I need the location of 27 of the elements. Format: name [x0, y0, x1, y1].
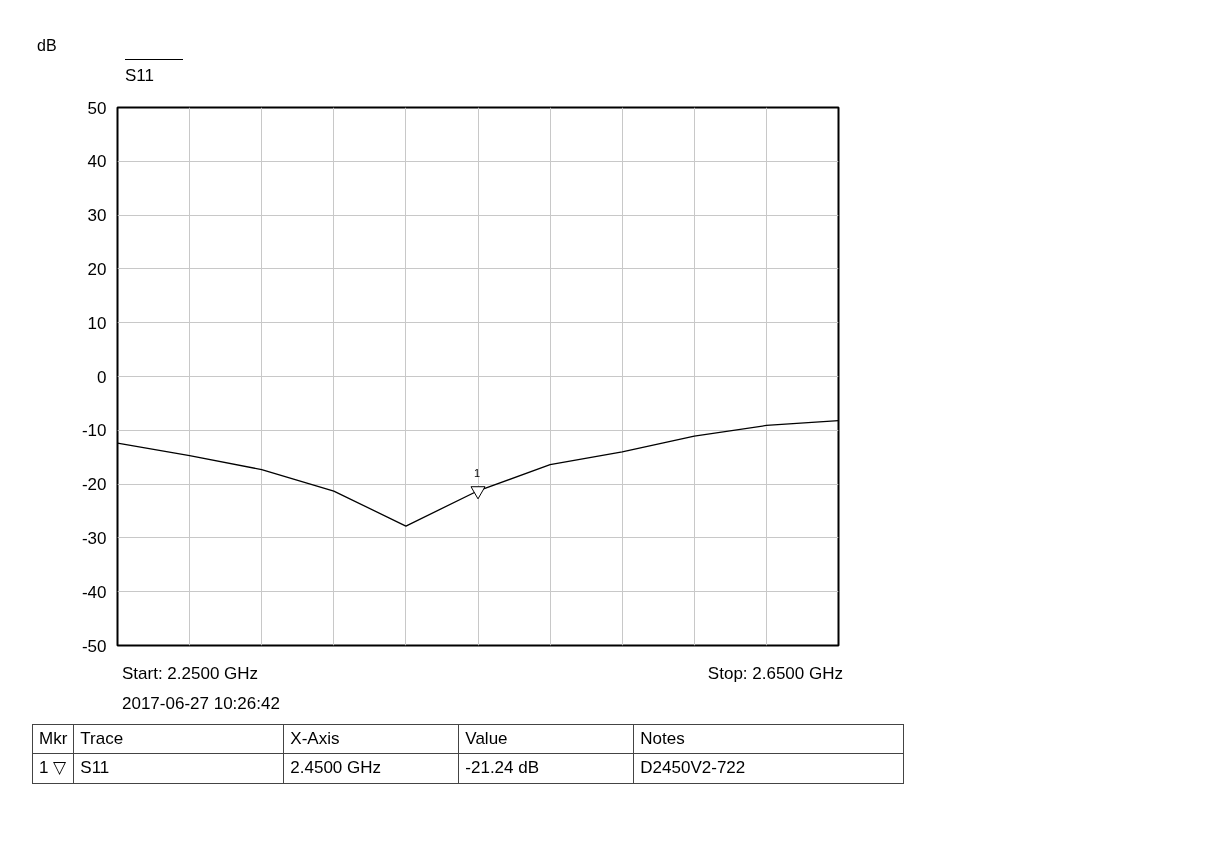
- y-tick-label: 50: [87, 98, 107, 118]
- y-tick-label: 30: [87, 206, 107, 226]
- text: -21.24 dB: [458, 753, 634, 784]
- y-tick-label: 40: [87, 152, 107, 172]
- text: Start: 2.2500 GHz: [122, 663, 259, 685]
- y-tick-label: -30: [81, 528, 107, 548]
- y-axis-title: dB: [37, 36, 57, 56]
- text: S11: [73, 753, 284, 784]
- y-tick-label: -50: [81, 636, 107, 656]
- text: Mkr: [32, 724, 74, 754]
- y-tick-label: -10: [81, 421, 107, 441]
- annotation: 1: [474, 466, 481, 479]
- chart-title: S11: [125, 59, 183, 89]
- text: 1 ▽: [32, 753, 74, 784]
- y-tick-label: -20: [81, 475, 107, 495]
- text: X-Axis: [283, 724, 459, 754]
- text: Stop: 2.6500 GHz: [706, 663, 843, 685]
- text: Trace: [73, 724, 284, 754]
- text: 2.4500 GHz: [283, 753, 459, 784]
- text: Notes: [633, 724, 904, 754]
- text: 2017-06-27 10:26:42: [122, 693, 280, 715]
- y-tick-label: -40: [81, 582, 107, 602]
- y-tick-label: 10: [87, 313, 107, 333]
- text: D2450V2-722: [633, 753, 904, 784]
- y-tick-label: 20: [87, 259, 107, 279]
- text: Value: [458, 724, 634, 754]
- y-tick-label: 0: [97, 367, 107, 387]
